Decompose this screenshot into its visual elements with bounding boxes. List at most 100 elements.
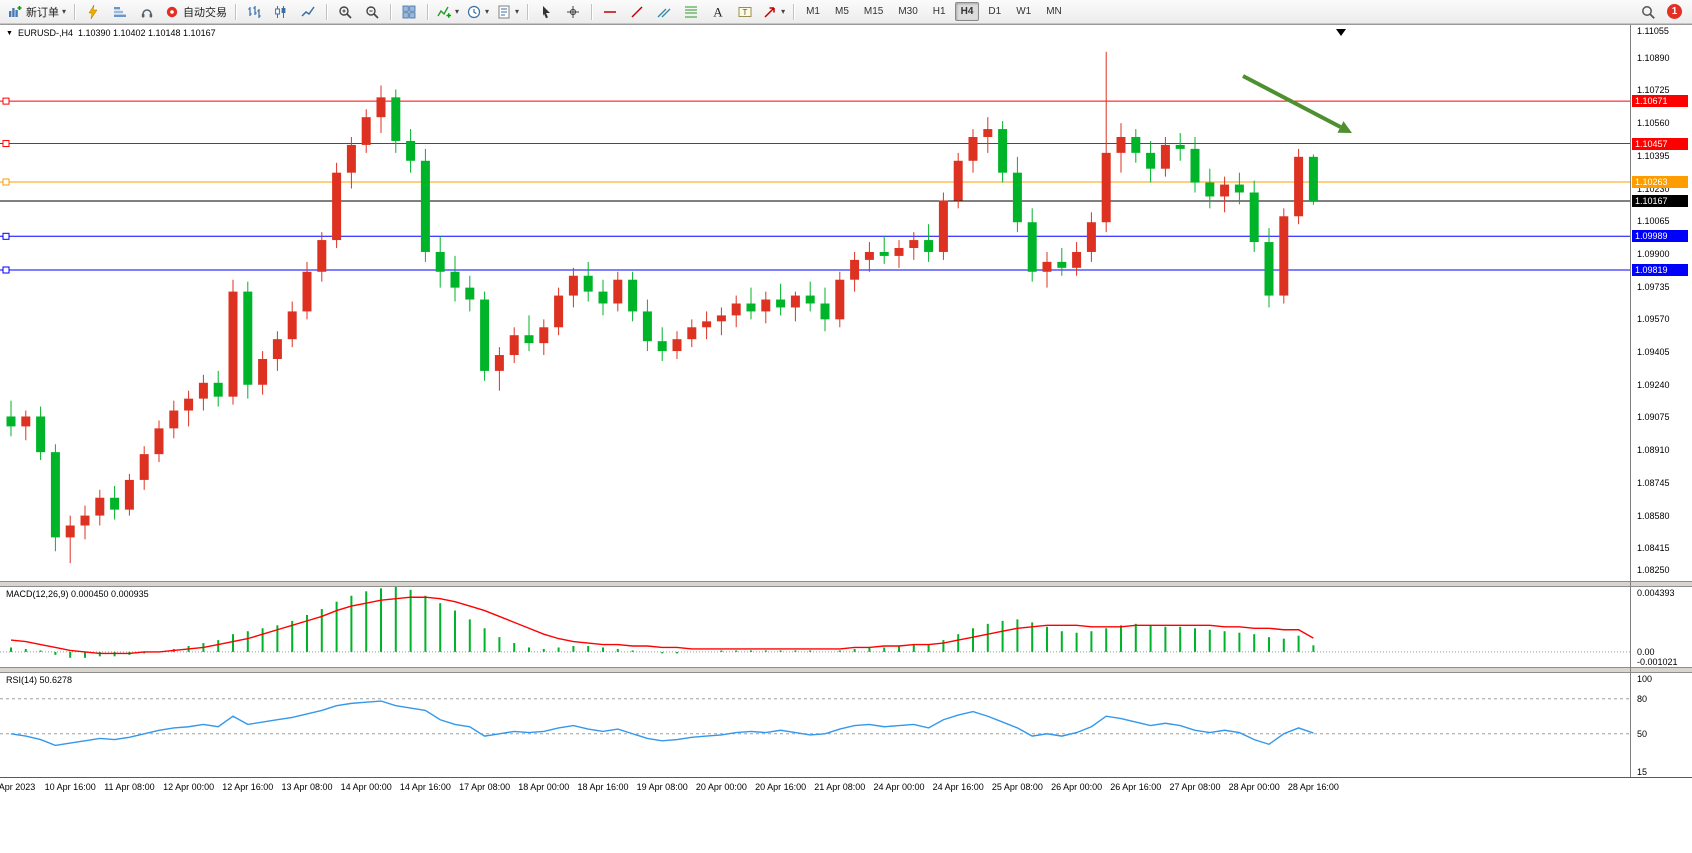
price-axis-label: 1.08745: [1637, 477, 1670, 488]
fibonacci-button[interactable]: [678, 2, 704, 22]
toolbar-separator: [390, 3, 392, 20]
tile-windows-button[interactable]: [396, 2, 422, 22]
label-button[interactable]: T: [732, 2, 758, 22]
timeframe-m30[interactable]: M30: [898, 6, 918, 17]
time-axis-label: 28 Apr 16:00: [1287, 782, 1339, 792]
line-chart-button[interactable]: [295, 2, 321, 22]
price-badge: 1.10263: [1632, 175, 1688, 188]
chevron-down-icon: ▾: [455, 6, 460, 16]
time-axis-label: 12 Apr 00:00: [163, 782, 215, 792]
svg-text:T: T: [743, 7, 748, 16]
zoom-in-icon: [337, 4, 353, 20]
chart-ohlc-values: 1.10390 1.10402 1.10148 1.10167: [77, 28, 216, 38]
lightning-icon: [85, 4, 101, 20]
timeframe-w1[interactable]: W1: [1016, 6, 1032, 17]
trendline-icon: [629, 4, 645, 20]
price-axis-label: 1.09075: [1637, 412, 1670, 423]
toolbar-separator: [591, 3, 593, 20]
macd-label: MACD(12,26,9) 0.000450 0.000935: [6, 589, 149, 599]
timeframe-h4[interactable]: H4: [954, 2, 980, 21]
pane-splitter[interactable]: [0, 667, 1692, 673]
rsi-pane: RSI(14) 50.6278: [0, 673, 1630, 777]
price-axis-label: 1.10230: [1637, 183, 1670, 194]
chart-shift-triangle[interactable]: [1336, 29, 1346, 36]
price-badge: 1.10457: [1632, 137, 1688, 150]
price-axis-label: 1.09240: [1637, 379, 1670, 390]
trend-arrow-annotation[interactable]: [1242, 74, 1352, 133]
timeframe-h1[interactable]: H1: [932, 6, 946, 17]
pane-splitter[interactable]: [0, 581, 1692, 587]
zoom-in-button[interactable]: [332, 2, 358, 22]
macd-axis-label: 0.004393: [1637, 588, 1675, 598]
candlestick-chart-button[interactable]: [268, 2, 294, 22]
price-axis-label: 1.10560: [1637, 118, 1670, 129]
horizontal-lines-layer[interactable]: [0, 97, 1630, 274]
bar-chart-button[interactable]: [241, 2, 267, 22]
time-axis-label: 14 Apr 00:00: [340, 782, 392, 792]
channel-icon: [656, 4, 672, 20]
rsi-canvas[interactable]: [0, 673, 1630, 777]
tile-windows-icon: [401, 4, 417, 20]
macd-canvas[interactable]: [0, 587, 1630, 667]
chart-menu-triangle-icon[interactable]: ▼: [6, 29, 13, 37]
time-axis[interactable]: 10 Apr 2023 10 Apr 16:00 11 Apr 08:00 12 Ap…: [0, 777, 1692, 800]
template-icon: [496, 4, 512, 20]
timeframe-m1[interactable]: M1: [806, 6, 820, 17]
text-button[interactable]: A: [705, 2, 731, 22]
macd-signal-line: [10, 596, 1314, 655]
price-axis-label: 1.08580: [1637, 510, 1670, 521]
price-axis-label: 1.10890: [1637, 52, 1670, 63]
candle-chart-icon: [273, 4, 289, 20]
main-chart-canvas[interactable]: [0, 25, 1630, 581]
toolbar-separator: [527, 3, 529, 20]
trendline-button[interactable]: [624, 2, 650, 22]
timeframe-m15[interactable]: M15: [863, 6, 884, 17]
price-axis-label: 1.08250: [1637, 565, 1670, 575]
horizontal-line-button[interactable]: [597, 2, 623, 22]
new-order-button[interactable]: 新订单 ▾: [4, 2, 69, 22]
rsi-axis-label: 100: [1637, 674, 1653, 684]
crosshair-button[interactable]: [560, 2, 586, 22]
price-axis-label: 1.10065: [1637, 216, 1670, 227]
timeframe-d1[interactable]: D1: [988, 6, 1002, 17]
market-depth-button[interactable]: [107, 2, 133, 22]
timeframe-m5[interactable]: M5: [834, 6, 849, 17]
price-axis-label: 1.10395: [1637, 150, 1670, 161]
zoom-out-button[interactable]: [359, 2, 385, 22]
arrows-button[interactable]: ▾: [759, 2, 788, 22]
price-badge: 1.09989: [1632, 230, 1688, 243]
quick-trade-button[interactable]: [80, 2, 106, 22]
time-axis-label: 25 Apr 08:00: [991, 782, 1043, 792]
notifications-button[interactable]: 1: [1667, 4, 1682, 19]
templates-button[interactable]: ▾: [493, 2, 522, 22]
timeframe-mn[interactable]: MN: [1046, 6, 1062, 17]
autotrading-button[interactable]: 自动交易: [161, 2, 230, 22]
price-axis-label: 1.08910: [1637, 445, 1670, 456]
toolbar-right-group: 1: [1635, 2, 1688, 22]
time-axis-label: 12 Apr 16:00: [222, 782, 274, 792]
time-axis-label: 18 Apr 00:00: [518, 782, 570, 792]
autotrading-icon: [164, 4, 180, 20]
time-axis-label: 18 Apr 16:00: [577, 782, 629, 792]
chevron-down-icon: ▾: [62, 6, 67, 16]
price-axis-label: 1.10725: [1637, 85, 1670, 96]
macd-pane: MACD(12,26,9) 0.000450 0.000935: [0, 587, 1630, 667]
main-chart-pane: ▼ EURUSD-,H4 1.10390 1.10402 1.10148 1.1…: [0, 25, 1630, 581]
cursor-icon: [538, 4, 554, 20]
cursor-button[interactable]: [533, 2, 559, 22]
search-icon: [1640, 4, 1656, 20]
search-button[interactable]: [1635, 2, 1661, 22]
toolbar-separator: [427, 3, 429, 20]
rsi-line: [10, 700, 1314, 747]
periods-button[interactable]: ▾: [463, 2, 492, 22]
indicators-button[interactable]: ▾: [433, 2, 462, 22]
price-badge: 1.10671: [1632, 95, 1688, 108]
market-news-button[interactable]: [134, 2, 160, 22]
time-axis-label: 24 Apr 00:00: [873, 782, 925, 792]
candles-layer: [6, 51, 1318, 564]
arrow-objects-icon: [762, 4, 778, 20]
channel-button[interactable]: [651, 2, 677, 22]
macd-histogram-layer: [10, 587, 1315, 658]
time-axis-label: 24 Apr 16:00: [932, 782, 984, 792]
macd-axis-label: -0.001021: [1637, 657, 1678, 667]
